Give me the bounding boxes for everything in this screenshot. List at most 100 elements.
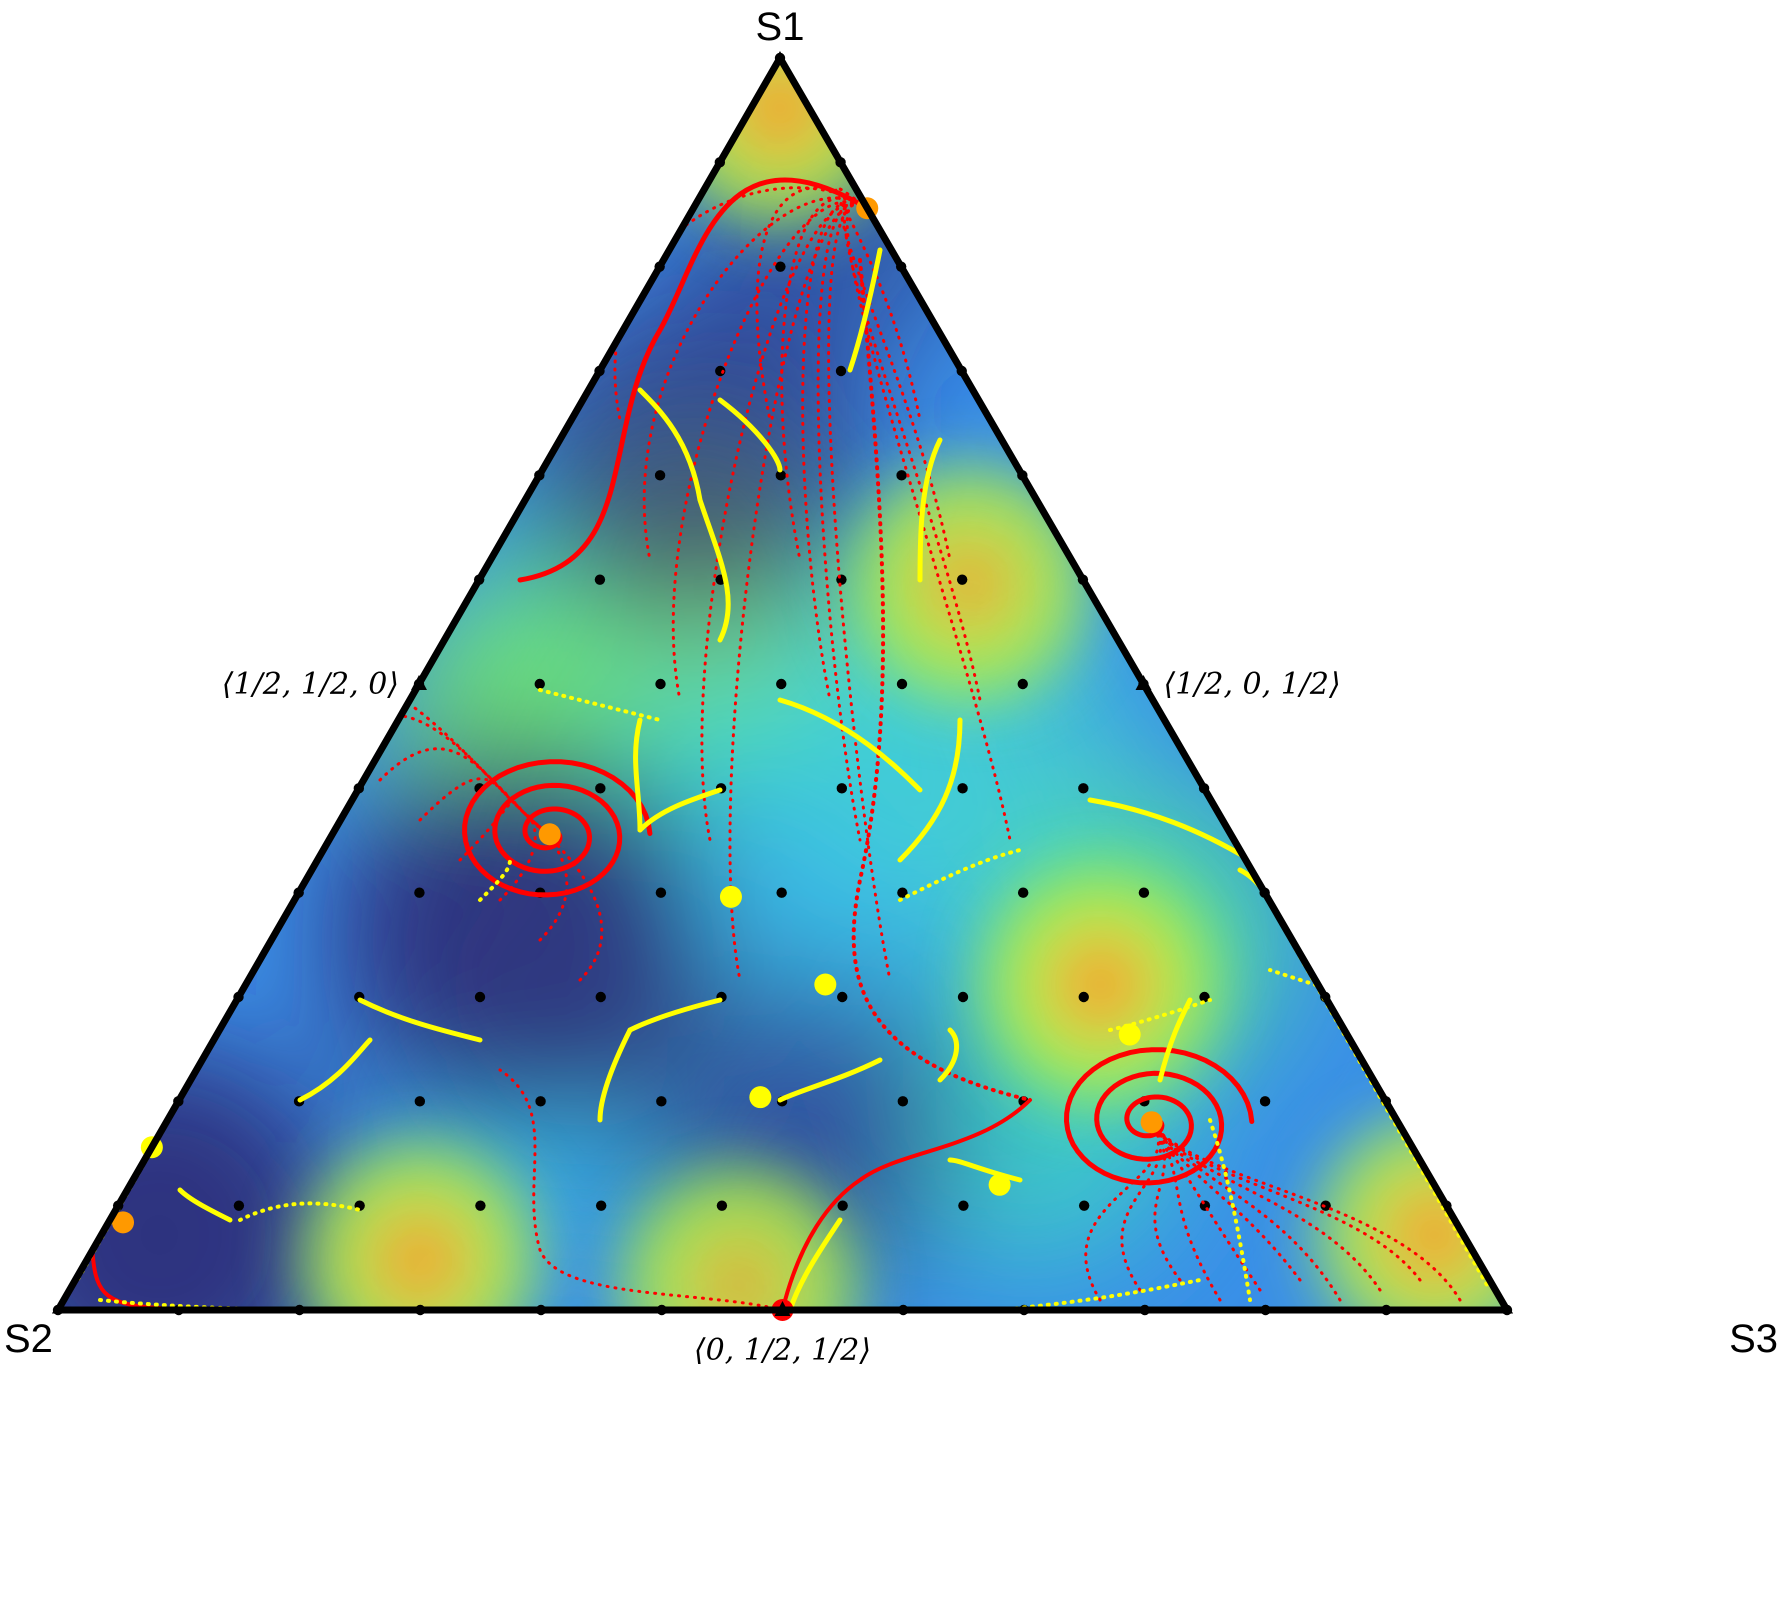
grid-point: [776, 678, 787, 690]
stable-trajectory: [780, 196, 869, 562]
spiral-trajectory: [462, 759, 653, 898]
edge-midpoint-labels: ⟨1/2, 1/2, 0⟩ ⟨1/2, 0, 1/2⟩ ⟨0, 1/2, 1/2⟩: [222, 667, 1341, 1368]
stable-trajectory: [1120, 1120, 1162, 1292]
edge-midpoint-label: ⟨0, 1/2, 1/2⟩: [694, 1333, 871, 1368]
unstable-trajectory: [238, 1201, 362, 1222]
unstable-trajectory: [777, 1057, 883, 1103]
stable-trajectory: [1150, 1120, 1302, 1282]
stable-trajectory: [671, 199, 869, 702]
stable-trajectory: [1150, 1120, 1342, 1302]
grid-point: [475, 1200, 486, 1211]
stable-trajectory: [517, 177, 870, 583]
stable-trajectory: [1150, 1120, 1462, 1302]
unstable-trajectory: [1208, 1118, 1252, 1302]
unstable-trajectory: [898, 848, 1022, 902]
stable-trajectory: [834, 186, 922, 422]
stable-trajectory: [780, 1098, 1032, 1310]
grid-point: [595, 991, 606, 1003]
fixed-point: [112, 1211, 135, 1234]
fixed-point: [749, 1086, 772, 1109]
stable-trajectory: [700, 201, 869, 842]
grid-point: [1017, 678, 1028, 690]
grid-point: [1017, 887, 1029, 898]
grid-point: [956, 574, 968, 585]
grid-point: [1320, 1200, 1331, 1211]
grid-point: [474, 991, 486, 1003]
grid-point: [897, 887, 908, 898]
heatmap-hotspot-core: [382, 1221, 459, 1298]
grid-point: [1199, 991, 1210, 1003]
spiral-trajectory: [1063, 1047, 1255, 1186]
grid-point: [414, 1096, 426, 1107]
grid-point: [535, 1096, 546, 1107]
stable-trajectory: [851, 258, 1032, 1102]
stable-trajectory: [642, 196, 869, 562]
grid-point: [1259, 1096, 1271, 1107]
stable-trajectory: [827, 203, 892, 982]
grid-point: [655, 887, 667, 898]
vertex-label-s3: S3: [1729, 1317, 1778, 1361]
vertex-label-s2: S2: [4, 1317, 53, 1361]
edge-midpoint-label: ⟨1/2, 1/2, 0⟩: [222, 667, 399, 702]
stable-trajectory: [801, 199, 869, 702]
heatmap-hotspot-core: [1062, 946, 1139, 1023]
unstable-trajectory: [177, 1187, 233, 1223]
fixed-point: [814, 973, 837, 996]
stable-trajectory: [418, 777, 552, 836]
unstable-trajectory: [637, 787, 723, 833]
unstable-trajectory: [297, 1037, 373, 1103]
fixed-point: [1118, 1023, 1141, 1046]
fixed-point: [719, 885, 742, 908]
grid-point: [414, 887, 425, 898]
edge-midpoint-label: ⟨1/2, 0, 1/2⟩: [1164, 667, 1341, 702]
fixed-point: [1140, 1111, 1163, 1134]
unstable-trajectory: [947, 1157, 1023, 1183]
heatmap-hotspot-core: [931, 545, 1008, 622]
stable-trajectory: [728, 203, 869, 982]
simplex-border: [51, 51, 1514, 1314]
grid-point: [1078, 783, 1089, 794]
unstable-trajectory: [998, 1278, 1202, 1310]
unstable-trajectory: [717, 397, 783, 473]
stable-trajectory: [1150, 1120, 1382, 1292]
grid-point: [958, 1200, 969, 1211]
unstable-trajectory: [777, 697, 923, 793]
heatmap-coldspot: [329, 743, 712, 1126]
stable-trajectory: [1150, 1120, 1422, 1282]
stable-trajectory: [338, 713, 552, 836]
grid-point: [835, 365, 847, 377]
grid-point: [837, 991, 848, 1003]
grid-point: [896, 470, 907, 481]
grid-point: [654, 470, 666, 481]
unstable-trajectory: [937, 1027, 960, 1083]
unstable-trajectory: [357, 997, 483, 1043]
grid-point: [776, 887, 787, 898]
unstable-trajectory: [917, 437, 943, 583]
grid-point: [656, 1096, 667, 1107]
unstable-trajectory: [478, 858, 512, 902]
grid-point: [957, 991, 969, 1003]
grid-point: [836, 783, 848, 794]
unstable-trajectory: [627, 997, 723, 1033]
stable-trajectory: [498, 1068, 784, 1310]
grid-point: [595, 783, 606, 794]
stable-trajectory: [816, 201, 869, 842]
grid-point: [837, 1200, 848, 1211]
grid-point: [896, 678, 908, 690]
grid-point: [775, 261, 786, 272]
unstable-trajectory: [897, 717, 963, 863]
stable-trajectory: [1084, 1120, 1160, 1302]
grid-point: [716, 1200, 728, 1211]
grid-point: [594, 574, 606, 585]
grid-point: [233, 1200, 245, 1211]
grid-point: [655, 678, 666, 690]
grid-point: [1138, 887, 1150, 898]
grid-point: [1078, 991, 1089, 1003]
unstable-trajectory: [847, 247, 883, 373]
unstable-trajectory: [1108, 998, 1212, 1032]
grid-point: [957, 783, 968, 794]
grid-point: [836, 574, 847, 585]
stable-trajectory: [845, 201, 1012, 842]
unstable-trajectory: [637, 387, 731, 643]
